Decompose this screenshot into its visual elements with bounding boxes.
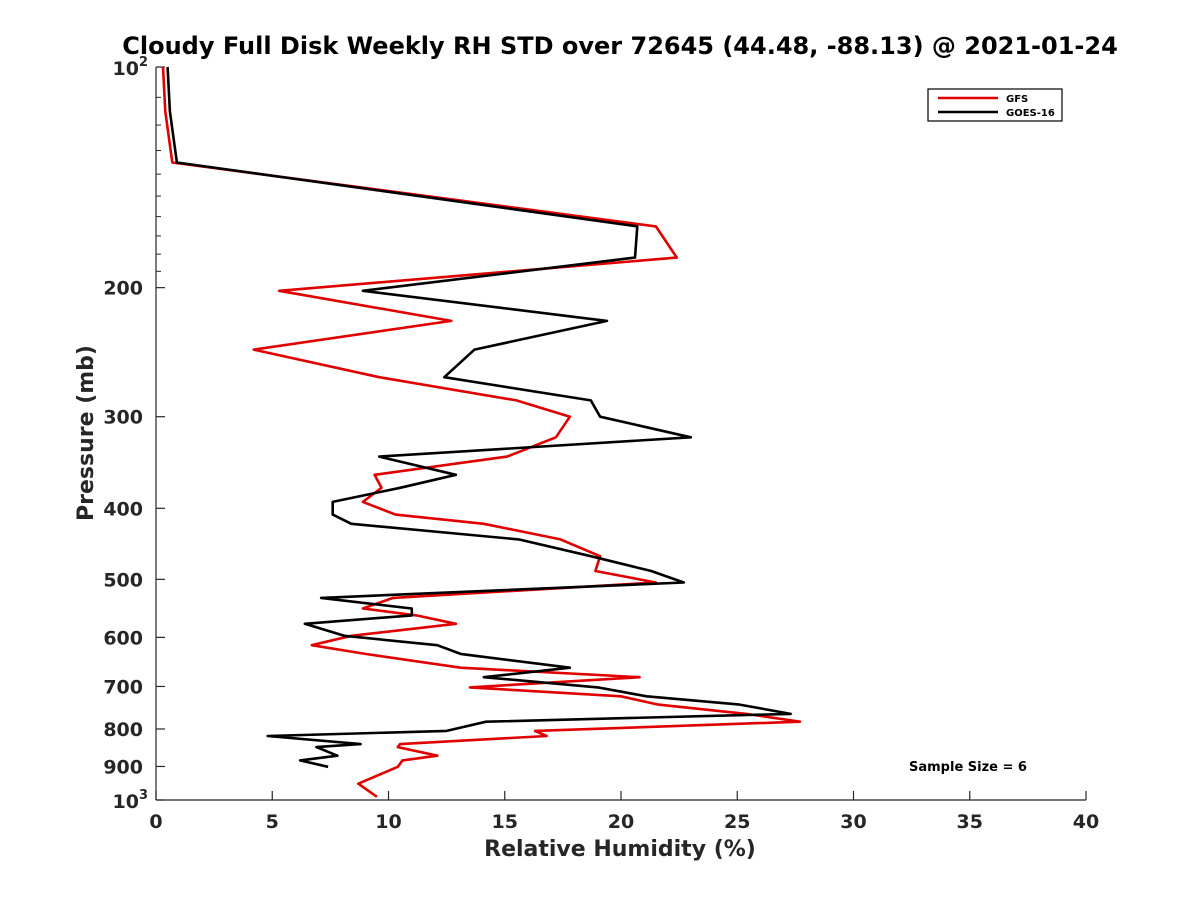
x-tick-label: 40 — [1073, 811, 1099, 833]
y-tick-label: 300 — [103, 407, 143, 429]
series-line-goes-16 — [166, 66, 793, 769]
x-axis-label: Relative Humidity (%) — [484, 837, 756, 862]
y-axis-label: Pressure (mb) — [74, 345, 99, 521]
y-tick-label: 103 — [113, 788, 149, 813]
y-tick-label: 900 — [103, 756, 143, 778]
legend-label: GFS — [1006, 94, 1028, 105]
legend-label: GOES-16 — [1006, 108, 1055, 119]
y-tick-label: 700 — [103, 676, 143, 698]
y-tick-label: 400 — [103, 498, 143, 520]
x-tick-label: 0 — [149, 811, 162, 833]
x-tick-label: 10 — [375, 811, 401, 833]
x-tick-label: 20 — [608, 811, 634, 833]
x-tick-label: 35 — [957, 811, 983, 833]
y-tick-label: 500 — [103, 569, 143, 591]
y-tick-label: 800 — [103, 719, 143, 741]
sample-size-annotation: Sample Size = 6 — [909, 760, 1027, 775]
x-tick-label: 5 — [266, 811, 279, 833]
legend-box — [927, 88, 1063, 122]
x-tick-label: 30 — [840, 811, 866, 833]
y-tick-label: 200 — [103, 278, 143, 300]
chart-title: Cloudy Full Disk Weekly RH STD over 7264… — [122, 32, 1118, 60]
y-tick-label: 102 — [113, 55, 149, 80]
x-tick-label: 15 — [492, 811, 518, 833]
plot-area: 0 5 10 15 20 25 30 35 40 102 200 300 400 500 600 700 800… — [103, 55, 1099, 833]
series-line-gfs — [161, 66, 802, 798]
x-tick-label: 25 — [724, 811, 750, 833]
legend: GFS GOES-16 — [927, 88, 1063, 122]
y-tick-label: 600 — [103, 627, 143, 649]
